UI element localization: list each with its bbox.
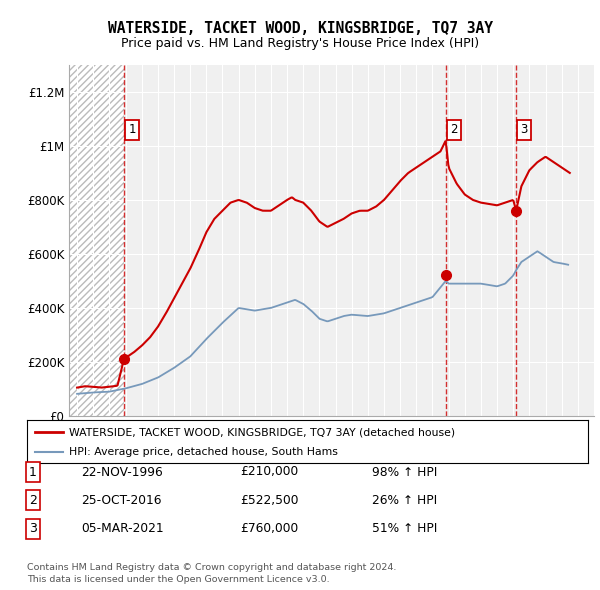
Text: HPI: Average price, detached house, South Hams: HPI: Average price, detached house, Sout… bbox=[69, 447, 338, 457]
Text: 2: 2 bbox=[29, 494, 37, 507]
Text: 51% ↑ HPI: 51% ↑ HPI bbox=[372, 522, 437, 535]
Text: 22-NOV-1996: 22-NOV-1996 bbox=[81, 466, 163, 478]
Text: WATERSIDE, TACKET WOOD, KINGSBRIDGE, TQ7 3AY (detached house): WATERSIDE, TACKET WOOD, KINGSBRIDGE, TQ7… bbox=[69, 427, 455, 437]
Text: 3: 3 bbox=[29, 522, 37, 535]
Text: £522,500: £522,500 bbox=[240, 494, 299, 507]
Text: This data is licensed under the Open Government Licence v3.0.: This data is licensed under the Open Gov… bbox=[27, 575, 329, 584]
Text: £210,000: £210,000 bbox=[240, 466, 298, 478]
Text: 1: 1 bbox=[29, 466, 37, 478]
Text: 05-MAR-2021: 05-MAR-2021 bbox=[81, 522, 164, 535]
Text: £760,000: £760,000 bbox=[240, 522, 298, 535]
Text: 98% ↑ HPI: 98% ↑ HPI bbox=[372, 466, 437, 478]
Text: 1: 1 bbox=[128, 123, 136, 136]
Text: 3: 3 bbox=[521, 123, 528, 136]
Text: Price paid vs. HM Land Registry's House Price Index (HPI): Price paid vs. HM Land Registry's House … bbox=[121, 37, 479, 50]
Text: 2: 2 bbox=[450, 123, 458, 136]
Bar bbox=[69, 65, 124, 416]
Text: WATERSIDE, TACKET WOOD, KINGSBRIDGE, TQ7 3AY: WATERSIDE, TACKET WOOD, KINGSBRIDGE, TQ7… bbox=[107, 21, 493, 35]
Text: 26% ↑ HPI: 26% ↑ HPI bbox=[372, 494, 437, 507]
Text: Contains HM Land Registry data © Crown copyright and database right 2024.: Contains HM Land Registry data © Crown c… bbox=[27, 563, 397, 572]
Text: 25-OCT-2016: 25-OCT-2016 bbox=[81, 494, 161, 507]
